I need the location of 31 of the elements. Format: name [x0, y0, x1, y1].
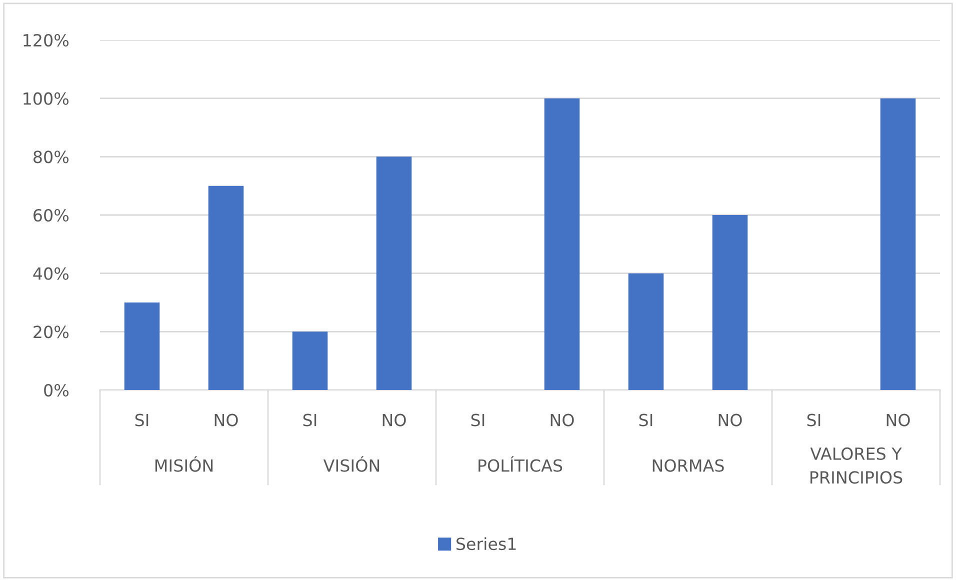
- bar: [712, 215, 748, 390]
- y-tick-label: 40%: [33, 267, 69, 280]
- text: VISIÓN: [323, 456, 380, 472]
- legend-label: Series1: [456, 537, 516, 550]
- text: VALORES Y PRINCIPIOS: [810, 447, 902, 484]
- bar: [544, 98, 580, 390]
- bar: [292, 332, 328, 390]
- x-tick-label: SI: [639, 414, 652, 426]
- x-tick-label: SI: [135, 414, 148, 426]
- x-tick-label: SI: [471, 414, 484, 426]
- y-tick-label: 20%: [34, 326, 69, 338]
- bar: [124, 302, 160, 390]
- y-tick-label: 0%: [44, 384, 69, 397]
- x-tick-label: NO: [382, 414, 406, 426]
- bar: [880, 98, 916, 390]
- x-tick-label: NO: [214, 414, 238, 426]
- bar: [628, 273, 664, 390]
- bar: [208, 186, 244, 390]
- y-tick-label: 80%: [34, 150, 69, 164]
- text: NORMAS: [652, 459, 724, 472]
- x-tick-label: NO: [718, 414, 742, 426]
- x-tick-label: SI: [303, 414, 316, 426]
- y-tick-label: 60%: [34, 208, 69, 222]
- y-tick-label: 120%: [24, 34, 69, 47]
- text: POLÍTICAS: [478, 456, 562, 472]
- bar: [376, 156, 412, 390]
- x-tick-label: NO: [886, 414, 910, 426]
- y-tick-label: 100%: [24, 92, 69, 105]
- text: MISIÓN: [155, 456, 213, 472]
- x-tick-label: NO: [550, 414, 574, 426]
- x-tick-label: SI: [807, 414, 820, 426]
